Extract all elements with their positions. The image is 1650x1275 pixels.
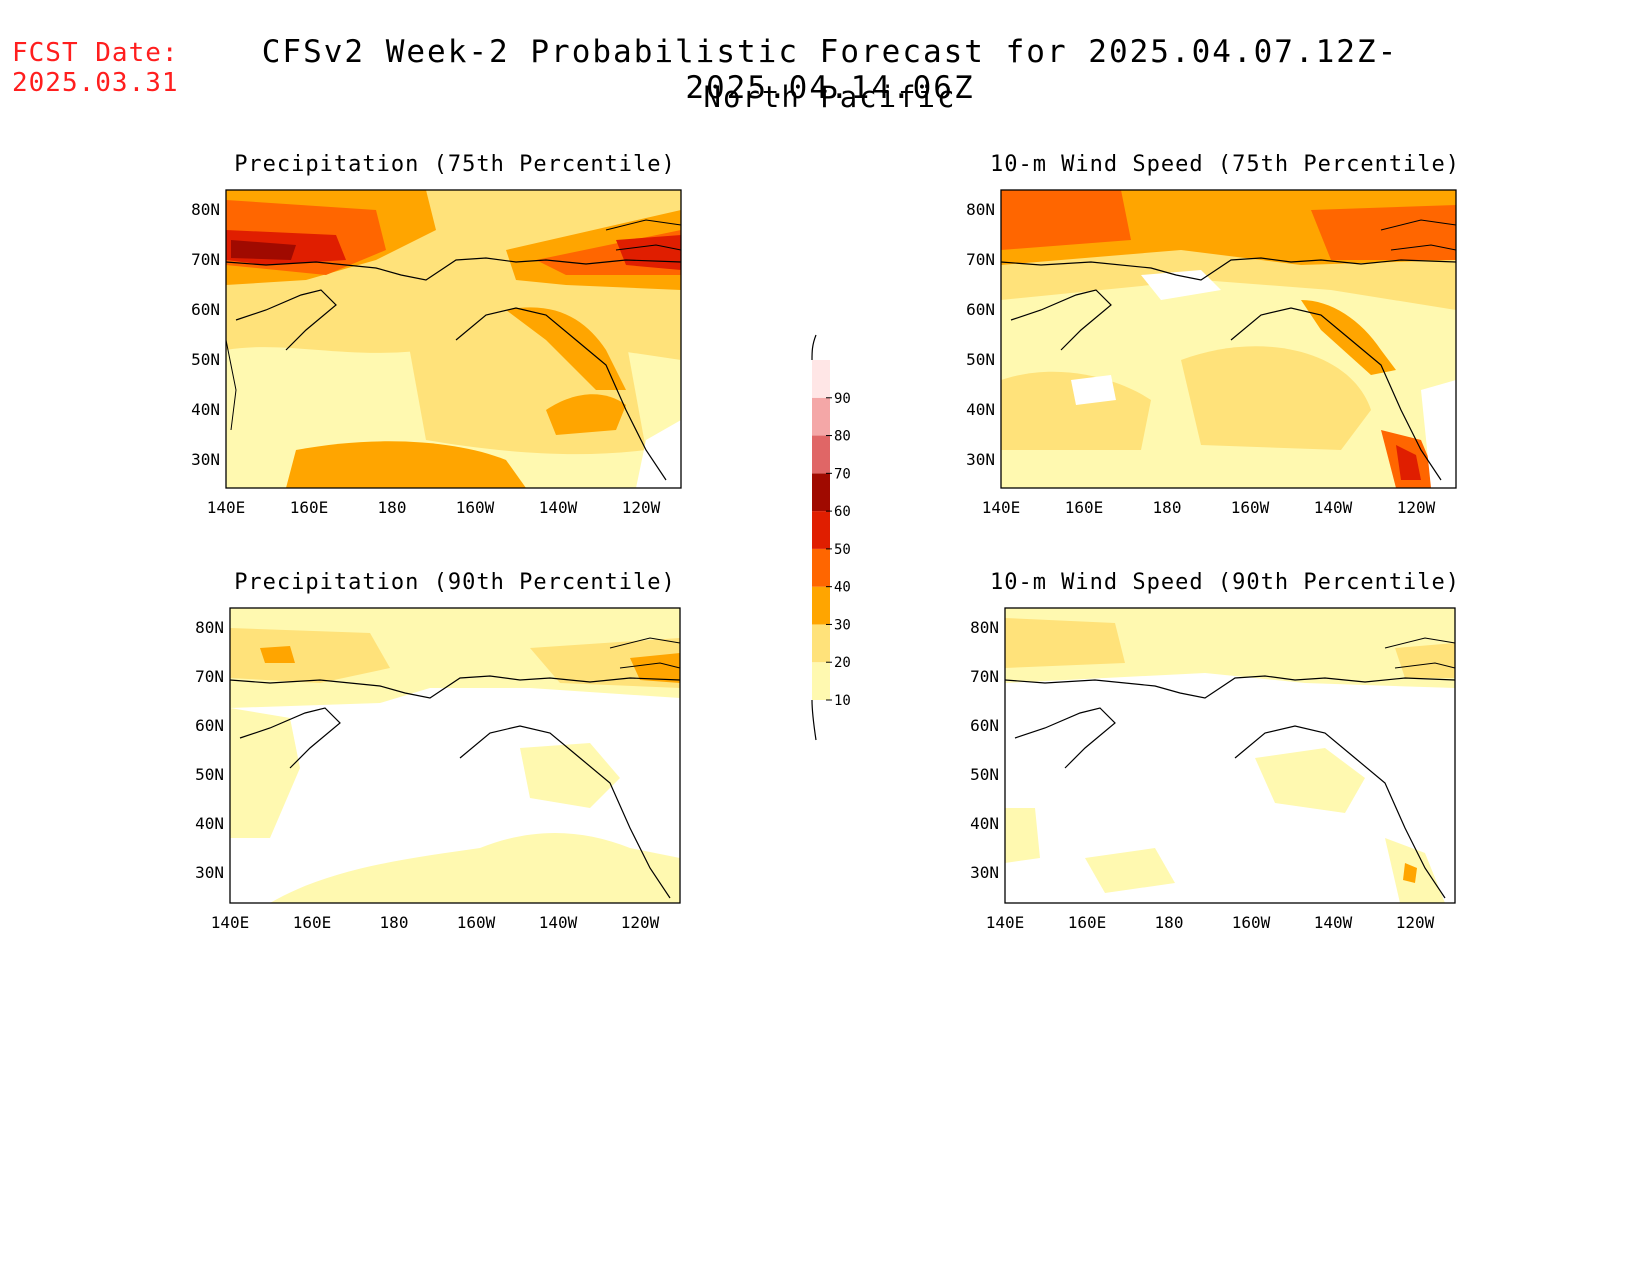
lon-label: 160E — [293, 913, 332, 932]
lon-label: 160E — [290, 498, 329, 517]
main-title: CFSv2 Week-2 Probabilistic Forecast for … — [261, 34, 1399, 106]
lon-label: 180 — [1153, 498, 1182, 517]
fcst-label: FCST Date: — [12, 38, 179, 68]
colorbar-label: 60 — [834, 504, 851, 520]
lat-label: 50N — [966, 350, 995, 369]
lon-label: 180 — [378, 498, 407, 517]
lon-label: 140W — [539, 913, 578, 932]
lat-label: 80N — [970, 618, 999, 637]
panel-title-precip-75: Precipitation (75th Percentile) — [234, 152, 676, 177]
colorbar-swatch — [812, 511, 830, 549]
lon-label: 160W — [456, 498, 495, 517]
colorbar-label: 20 — [834, 655, 851, 671]
lon-label: 140W — [539, 498, 578, 517]
colorbar: 10 20 30 40 50 60 70 80 90 — [811, 334, 851, 741]
colorbar-swatch — [812, 360, 830, 398]
colorbar-swatch — [812, 662, 830, 700]
colorbar-label: 40 — [834, 580, 851, 596]
lat-ticks: 80N 70N 60N 50N 40N 30N — [966, 200, 995, 469]
lon-label: 160E — [1068, 913, 1107, 932]
lon-label: 120W — [622, 498, 661, 517]
lon-label: 140W — [1314, 498, 1353, 517]
colorbar-label: 90 — [834, 391, 851, 407]
lon-label: 160E — [1065, 498, 1104, 517]
lon-label: 160W — [1232, 913, 1271, 932]
lon-ticks: 140E 160E 180 160W 140W 120W — [211, 913, 660, 932]
colorbar-label: 10 — [834, 693, 851, 709]
lon-label: 180 — [380, 913, 409, 932]
lat-label: 50N — [970, 765, 999, 784]
lat-ticks: 80N 70N 60N 50N 40N 30N — [191, 200, 220, 469]
colorbar-label: 80 — [834, 429, 851, 445]
fcst-date: 2025.03.31 — [12, 68, 179, 98]
region-title: North Pacific — [703, 80, 957, 114]
lon-label: 160W — [457, 913, 496, 932]
lat-label: 80N — [191, 200, 220, 219]
lon-ticks: 140E 160E 180 160W 140W 120W — [986, 913, 1435, 932]
lon-ticks: 140E 160E 180 160W 140W 120W — [207, 498, 661, 517]
lon-label: 120W — [1396, 913, 1435, 932]
lon-label: 140E — [211, 913, 250, 932]
lat-label: 60N — [970, 716, 999, 735]
panel-title-wind-90: 10-m Wind Speed (90th Percentile) — [989, 570, 1461, 595]
lat-label: 50N — [191, 350, 220, 369]
lon-label: 160W — [1231, 498, 1270, 517]
lon-label: 120W — [1397, 498, 1436, 517]
map-wind-90: 80N 70N 60N 50N 40N 30N 140E 160E 180 16… — [970, 607, 1456, 932]
lat-ticks: 80N 70N 60N 50N 40N 30N — [195, 618, 224, 882]
map-precip-75: 80N 70N 60N 50N 40N 30N 140E 160E 180 16… — [191, 189, 682, 517]
fcst-date-block: FCST Date: 2025.03.31 — [12, 38, 179, 98]
lat-label: 30N — [966, 450, 995, 469]
lat-label: 40N — [966, 400, 995, 419]
lat-label: 70N — [191, 250, 220, 269]
colorbar-swatch — [812, 397, 830, 436]
panel-title-wind-75: 10-m Wind Speed (75th Percentile) — [989, 152, 1461, 177]
lat-label: 70N — [970, 667, 999, 686]
colorbar-swatch — [812, 586, 830, 625]
map-precip-90: 80N 70N 60N 50N 40N 30N 140E 160E 180 16… — [195, 607, 681, 932]
lat-label: 50N — [195, 765, 224, 784]
lat-label: 40N — [191, 400, 220, 419]
lat-label: 30N — [195, 863, 224, 882]
lat-label: 60N — [966, 300, 995, 319]
lon-ticks: 140E 160E 180 160W 140W 120W — [982, 498, 1436, 517]
colorbar-label: 70 — [834, 466, 851, 482]
lat-label: 30N — [191, 450, 220, 469]
colorbar-label: 30 — [834, 617, 851, 633]
lat-label: 40N — [970, 814, 999, 833]
panel-title-precip-90: Precipitation (90th Percentile) — [234, 570, 676, 595]
lon-label: 140E — [982, 498, 1021, 517]
lat-label: 30N — [970, 863, 999, 882]
lat-label: 70N — [195, 667, 224, 686]
lon-label: 120W — [621, 913, 660, 932]
lat-label: 80N — [195, 618, 224, 637]
lat-label: 80N — [966, 200, 995, 219]
colorbar-label: 50 — [834, 542, 851, 558]
map-wind-75: 80N 70N 60N 50N 40N 30N 140E 160E 180 16… — [966, 189, 1457, 517]
lat-label: 70N — [966, 250, 995, 269]
lat-label: 40N — [195, 814, 224, 833]
colorbar-swatch — [812, 624, 830, 663]
lon-label: 140E — [986, 913, 1025, 932]
colorbar-swatch — [812, 548, 830, 587]
lat-label: 60N — [191, 300, 220, 319]
lon-label: 140E — [207, 498, 246, 517]
colorbar-swatch — [812, 435, 830, 474]
lat-label: 60N — [195, 716, 224, 735]
lon-label: 180 — [1155, 913, 1184, 932]
lat-ticks: 80N 70N 60N 50N 40N 30N — [970, 618, 999, 882]
lon-label: 140W — [1314, 913, 1353, 932]
colorbar-swatch — [812, 473, 830, 512]
